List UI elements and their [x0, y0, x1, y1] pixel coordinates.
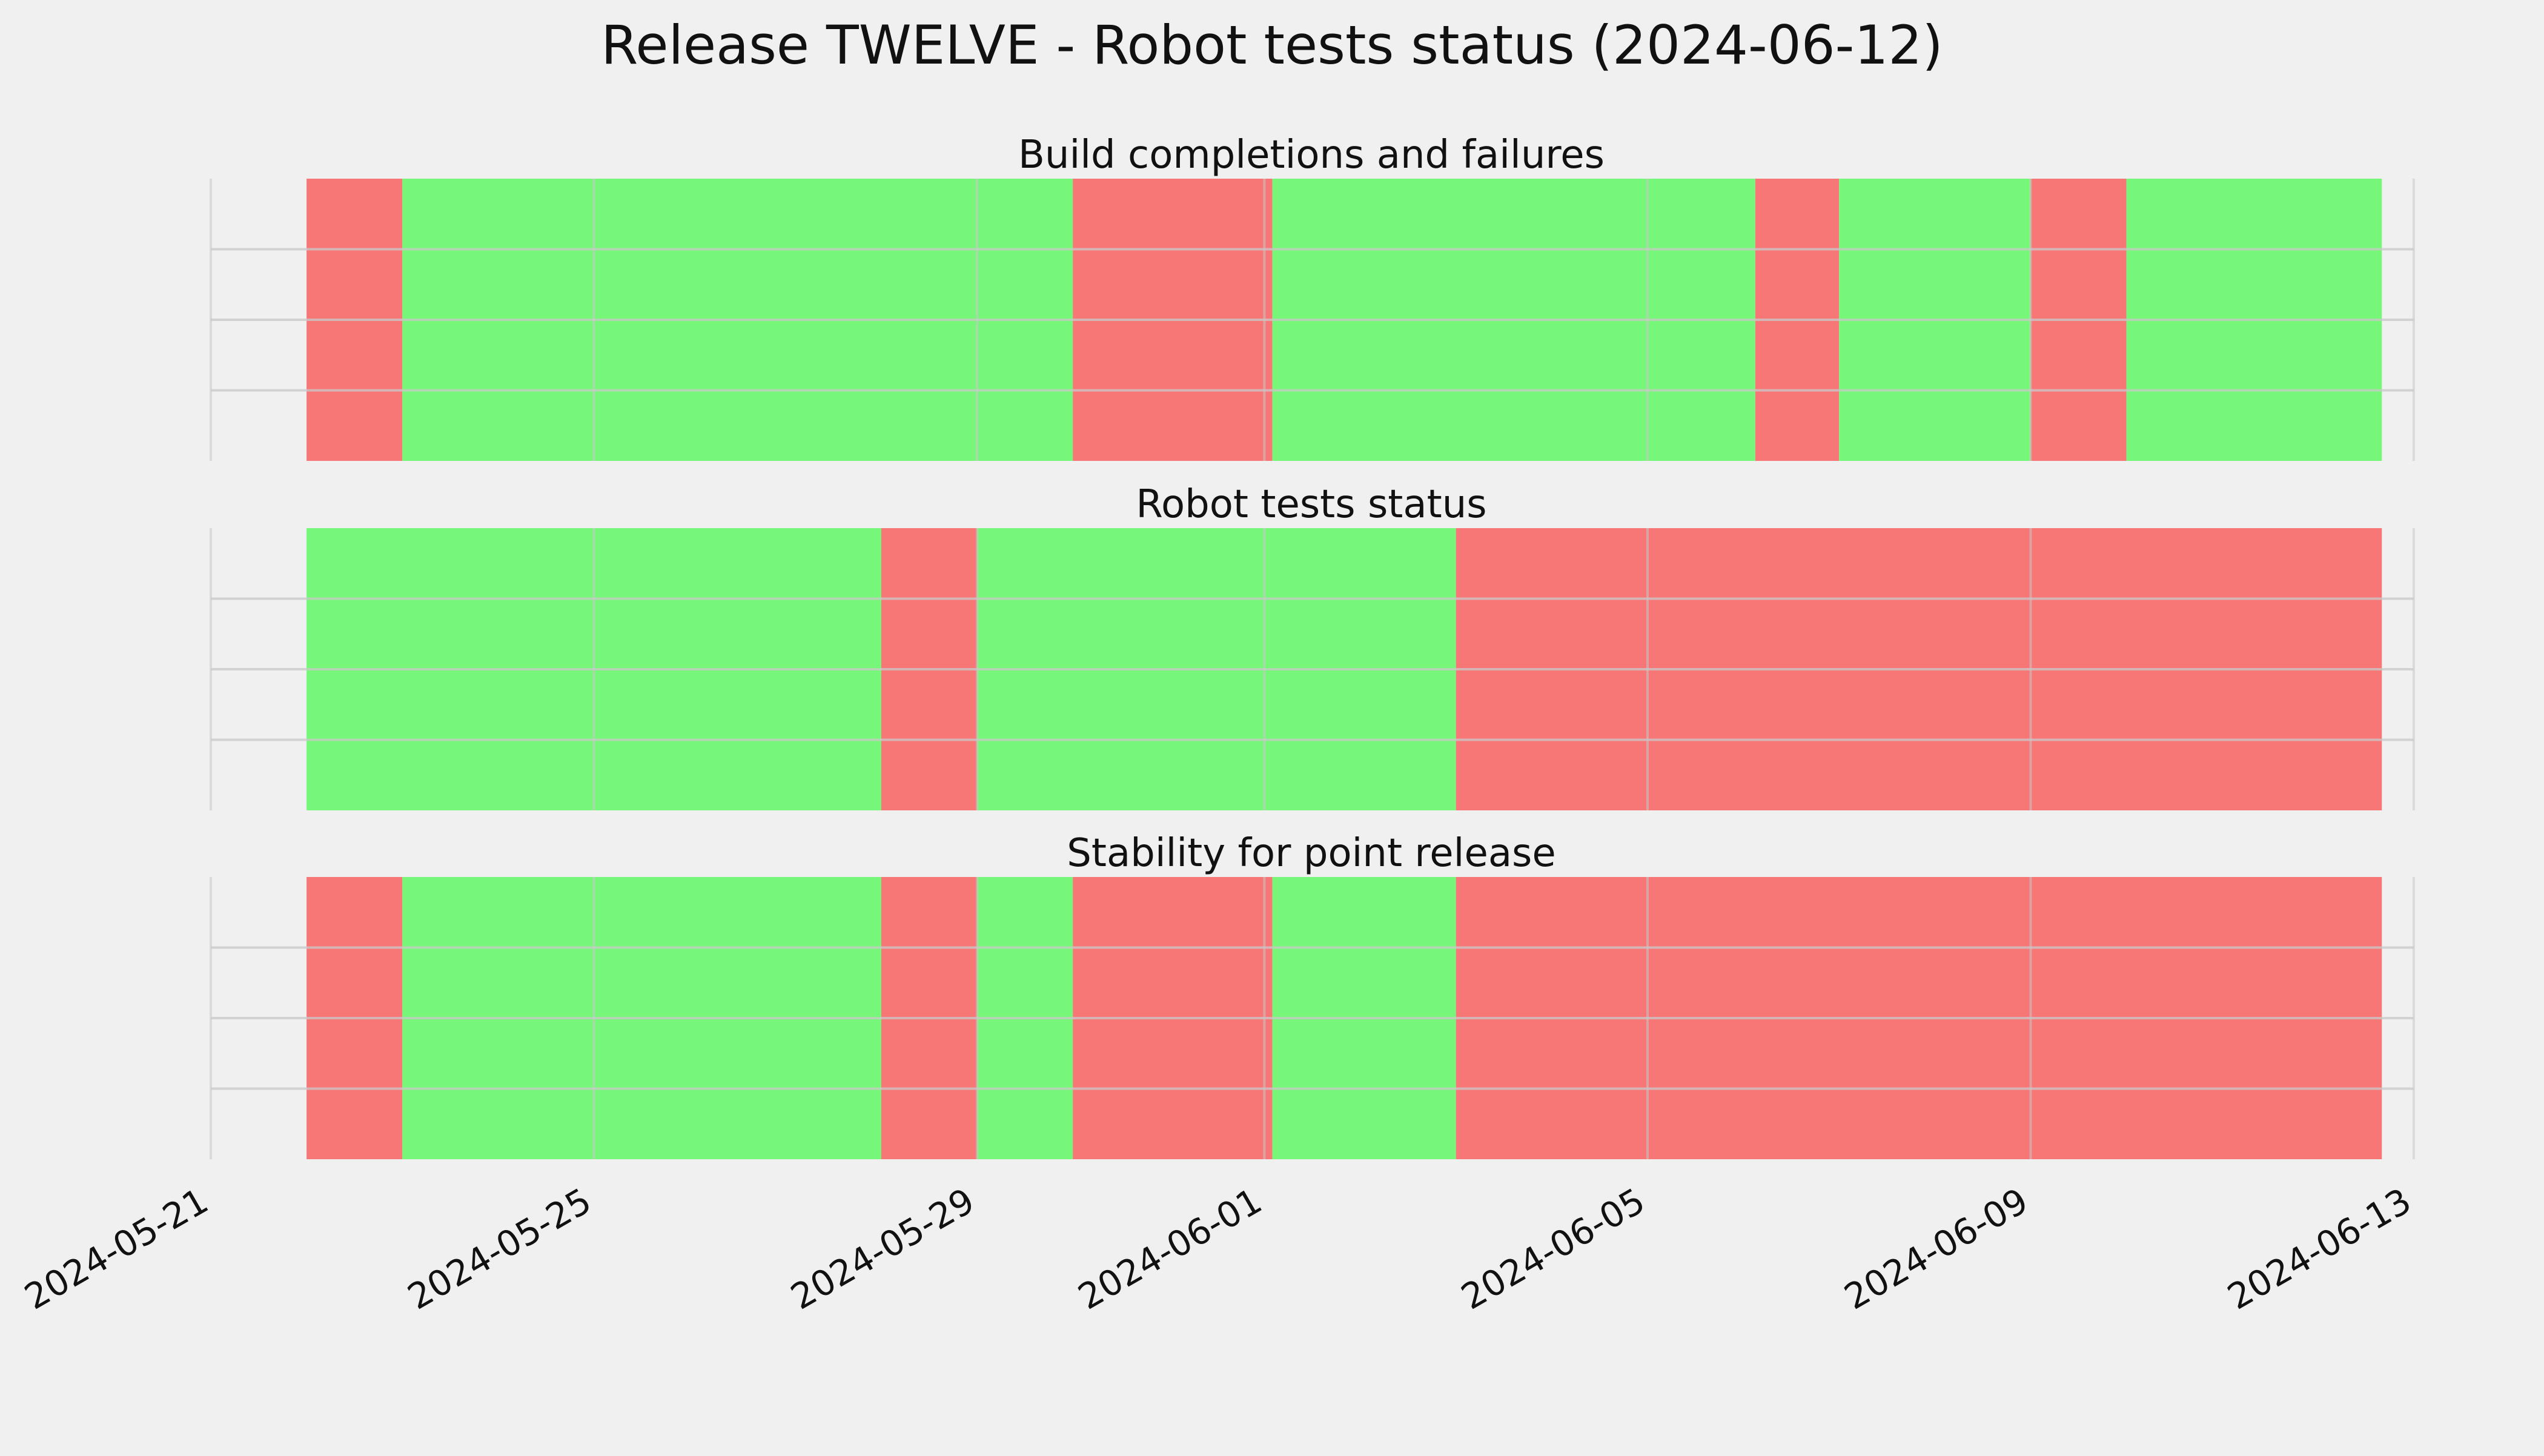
panel-title: Robot tests status	[1136, 482, 1486, 527]
x-tick-label: 2024-06-09	[1838, 1180, 2035, 1317]
panel-2: Robot tests status	[210, 482, 2415, 810]
panel-title: Stability for point release	[1067, 831, 1556, 876]
x-tick-label: 2024-05-25	[401, 1180, 598, 1317]
x-tick-label: 2024-06-01	[1072, 1180, 1269, 1317]
x-tick-label: 2024-06-05	[1454, 1180, 1652, 1317]
panels-group: Build completions and failures Robot test…	[210, 133, 2415, 1159]
panel-1: Build completions and failures	[210, 133, 2415, 461]
x-axis: 2024-05-21 2024-05-25 2024-05-29 2024-06-01…	[18, 1180, 2418, 1317]
figure-title: Release TWELVE - Robot tests status (202…	[601, 14, 1943, 76]
x-tick-label: 2024-05-29	[784, 1180, 981, 1317]
panel-title: Build completions and failures	[1018, 133, 1605, 177]
x-tick-label: 2024-06-13	[2221, 1180, 2418, 1317]
panel-3: Stability for point release	[210, 831, 2415, 1159]
x-tick-label: 2024-05-21	[18, 1180, 215, 1317]
